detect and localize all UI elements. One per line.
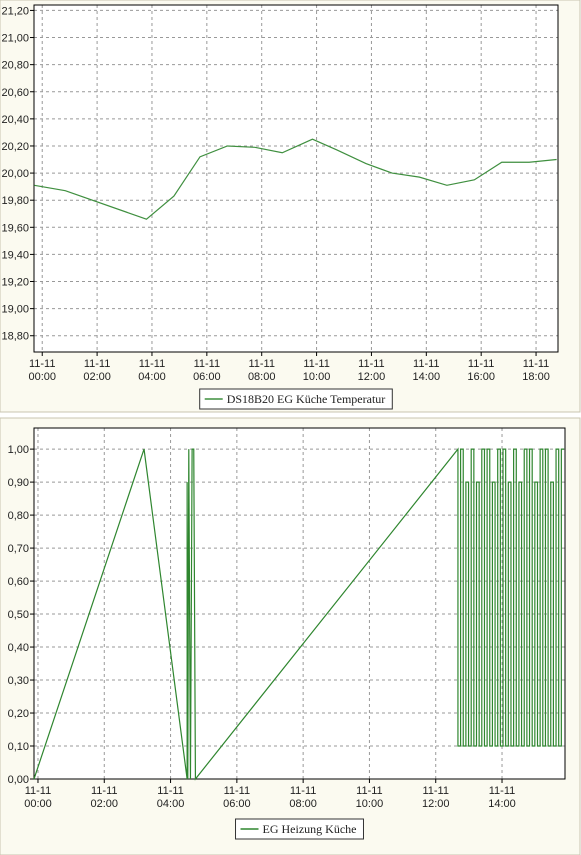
x-tick-label: 11-11 08:00 <box>248 358 276 383</box>
y-tick-label: 0,60 <box>8 576 29 588</box>
y-tick-label: 21,00 <box>1 33 29 45</box>
y-tick-label: 20,80 <box>1 60 29 72</box>
y-tick-label: 21,20 <box>1 5 29 17</box>
x-tick-label: 11-11 12:00 <box>422 785 450 810</box>
y-tick-label: 0,80 <box>8 510 29 522</box>
x-tick-label: 11-11 10:00 <box>303 358 331 383</box>
y-tick-label: 1,00 <box>8 444 29 456</box>
y-tick-label: 0,30 <box>8 675 29 687</box>
x-tick-label: 11-11 04:00 <box>138 358 166 383</box>
x-tick-label: 11-11 08:00 <box>289 785 317 810</box>
y-tick-label: 0,50 <box>8 609 29 621</box>
y-tick-label: 19,20 <box>1 277 29 289</box>
x-tick-label: 11-11 02:00 <box>91 785 119 810</box>
y-tick-label: 20,20 <box>1 141 29 153</box>
data-line <box>34 138 557 220</box>
y-tick-label: 18,80 <box>1 331 29 343</box>
x-tick-label: 11-11 12:00 <box>358 358 386 383</box>
legend-box <box>199 388 393 410</box>
x-tick-label: 11-11 06:00 <box>193 358 221 383</box>
x-tick-label: 11-11 18:00 <box>522 358 550 383</box>
x-tick-label: 11-11 04:00 <box>157 785 185 810</box>
x-tick-label: 11-11 14:00 <box>488 785 516 810</box>
y-tick-label: 0,00 <box>8 774 29 786</box>
x-tick-label: 11-11 02:00 <box>83 358 111 383</box>
y-tick-label: 0,10 <box>8 741 29 753</box>
y-tick-label: 0,90 <box>8 477 29 489</box>
y-tick-label: 20,40 <box>1 114 29 126</box>
data-line <box>33 447 565 781</box>
y-tick-label: 19,40 <box>1 249 29 261</box>
legend-box <box>235 818 364 840</box>
y-tick-label: 20,60 <box>1 87 29 99</box>
x-tick-label: 11-11 00:00 <box>24 785 52 810</box>
x-tick-label: 11-11 10:00 <box>356 785 384 810</box>
plot-area <box>34 5 558 352</box>
y-tick-label: 0,20 <box>8 708 29 720</box>
plot-frame <box>33 4 559 353</box>
y-tick-label: 19,60 <box>1 222 29 234</box>
y-tick-label: 0,40 <box>8 642 29 654</box>
y-tick-label: 19,00 <box>1 304 29 316</box>
plot-area <box>34 428 565 779</box>
x-tick-label: 11-11 00:00 <box>28 358 56 383</box>
y-tick-label: 20,00 <box>1 168 29 180</box>
y-tick-label: 0,70 <box>8 543 29 555</box>
y-tick-label: 19,80 <box>1 195 29 207</box>
x-tick-label: 11-11 16:00 <box>467 358 495 383</box>
x-tick-label: 11-11 06:00 <box>223 785 251 810</box>
legend-label: EG Heizung Küche <box>263 822 357 836</box>
x-tick-label: 11-11 14:00 <box>413 358 441 383</box>
legend-label: DS18B20 EG Küche Temperatur <box>227 392 386 406</box>
plot-frame <box>33 427 566 780</box>
